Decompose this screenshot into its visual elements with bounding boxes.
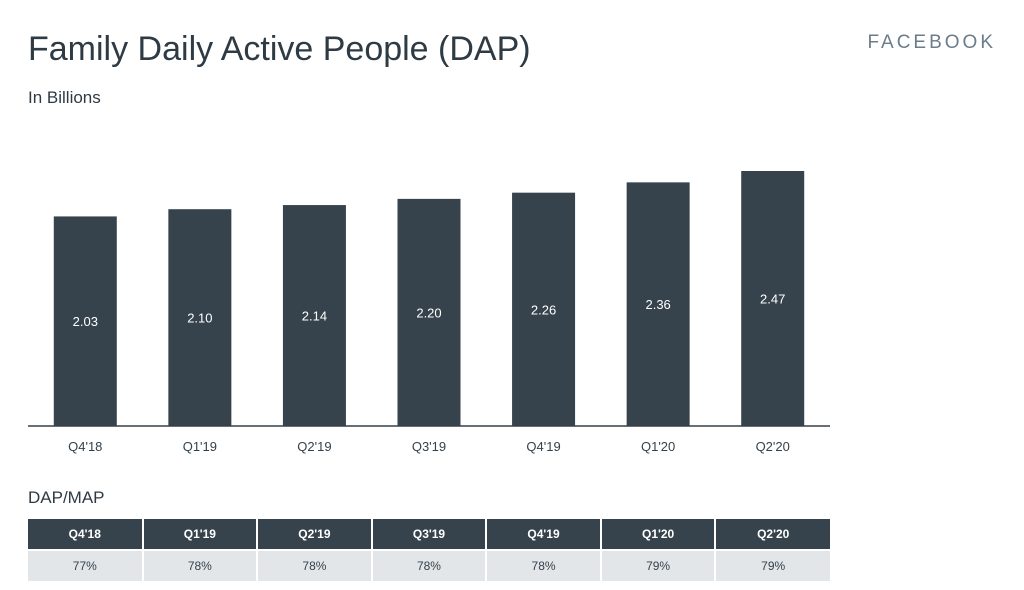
table-cell: 79% [715, 549, 830, 581]
table-row: 77% 78% 78% 78% 78% 79% 79% [28, 549, 830, 581]
bar-value-label: 2.03 [73, 314, 98, 329]
bar-value-label: 2.10 [187, 311, 212, 326]
bar [282, 205, 346, 426]
chart-subtitle: In Billions [28, 88, 101, 107]
bar-value-label: 2.20 [416, 305, 441, 320]
table-cell: 78% [486, 549, 602, 581]
bar-chart: 2.03 Q4'18 2.10 Q1'19 2.14 Q2'19 2.20 Q3'19 2.26… [28, 171, 830, 454]
x-tick-label: Q1'19 [183, 439, 217, 454]
table-cell: 77% [28, 549, 144, 581]
bar-value-label: 2.36 [645, 297, 670, 312]
table-header-cell: Q3'19 [371, 519, 488, 550]
bar [53, 216, 117, 426]
table-cell: 78% [371, 549, 488, 581]
bar-value-label: 2.47 [760, 292, 785, 307]
table-header-cell: Q4'18 [28, 519, 144, 550]
bar [397, 198, 461, 426]
facebook-logo: FACEBOOK [867, 32, 996, 53]
bar [626, 182, 690, 426]
dap-map-title: DAP/MAP [28, 488, 105, 507]
table-header-cell: Q1'20 [600, 519, 717, 550]
bar-value-label: 2.14 [302, 309, 327, 324]
bar [741, 171, 805, 426]
table-header-row: Q4'18 Q1'19 Q2'19 Q3'19 Q4'19 Q1'20 Q2'2… [28, 519, 830, 550]
table-header-cell: Q4'19 [486, 519, 602, 550]
x-tick-label: Q2'20 [756, 439, 790, 454]
x-tick-label: Q3'19 [412, 439, 446, 454]
x-tick-label: Q4'19 [526, 439, 560, 454]
x-tick-label: Q1'20 [641, 439, 675, 454]
bar [168, 209, 232, 426]
table-header-cell: Q2'20 [715, 519, 830, 550]
table-cell: 78% [142, 549, 259, 581]
bar-value-label: 2.26 [531, 302, 556, 317]
table-header-cell: Q2'19 [257, 519, 373, 550]
table-cell: 78% [257, 549, 373, 581]
table-header-cell: Q1'19 [142, 519, 259, 550]
bar [512, 192, 576, 426]
table-cell: 79% [600, 549, 717, 581]
dap-map-table: Q4'18 Q1'19 Q2'19 Q3'19 Q4'19 Q1'20 Q2'2… [28, 519, 830, 581]
x-tick-label: Q4'18 [68, 439, 102, 454]
chart-title: Family Daily Active People (DAP) [28, 30, 531, 68]
x-tick-label: Q2'19 [297, 439, 331, 454]
